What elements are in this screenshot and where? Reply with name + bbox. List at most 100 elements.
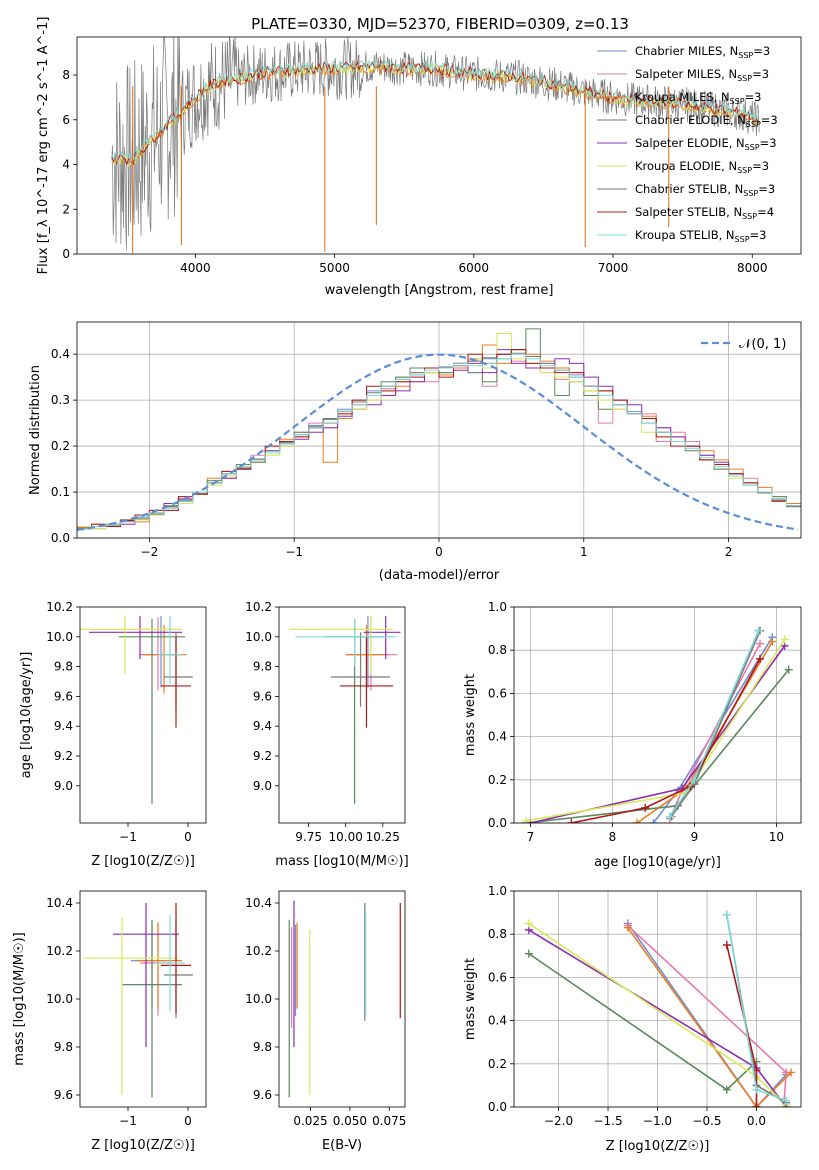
y-tick-label: 1.0	[488, 600, 507, 614]
y-tick-label: 9.0	[253, 779, 272, 793]
legend-entry: Salpeter STELIB, NSSP=4	[635, 205, 774, 221]
y-tick-label: 9.6	[54, 689, 73, 703]
y-tick-label: 10.4	[46, 896, 73, 910]
legend-entry: Chabrier ELODIE, NSSP=3	[635, 113, 778, 129]
y-tick-label: 0.1	[51, 485, 70, 499]
massweight-vs-age-panel: 7 8 9 10 0.0 0.2 0.4 0.6 0.8 1.0	[488, 600, 802, 844]
x-tick-label: 7000	[598, 261, 629, 275]
y-tick-label: 10.0	[245, 630, 272, 644]
y-tick-label: 10.2	[46, 600, 73, 614]
y-tick-label: 0.8	[488, 643, 507, 657]
y-tick-label: 10.0	[245, 992, 272, 1006]
spectrum-plot-area	[111, 37, 760, 253]
axes-frame	[513, 890, 802, 1108]
age-vs-mass-xlabel: mass [log10(M/M☉)]	[275, 854, 408, 869]
x-tick-label: 0.025	[293, 1114, 327, 1128]
legend-entry: Salpeter MILES, NSSP=3	[635, 67, 769, 83]
axes-frame	[76, 321, 802, 539]
y-tick-label: 10.2	[245, 600, 272, 614]
age-vs-Z-ylabel: age [log10(age/yr)]	[19, 652, 34, 779]
residuals-ylabel: Normed distribution	[28, 365, 43, 495]
y-tick-label: 0.6	[488, 686, 507, 700]
axes-frame	[76, 36, 802, 255]
normal-curve	[77, 353, 799, 531]
y-tick-label: 2	[62, 202, 70, 216]
y-tick-label: 8	[62, 68, 70, 82]
y-tick-label: 0.2	[488, 1057, 507, 1071]
mass-weight-marker	[524, 949, 533, 958]
mass-weight-marker	[754, 626, 763, 635]
x-tick-label: 8000	[737, 261, 768, 275]
mass-vs-Z-panel: −1 0 9.6 9.8 10.0 10.2 10.4	[46, 890, 207, 1128]
y-tick-label: 0	[62, 247, 70, 261]
y-tick-label: 10.2	[46, 944, 73, 958]
figure-title: PLATE=0330, MJD=52370, FIBERID=0309, z=0…	[251, 15, 629, 33]
x-tick-label: 10	[769, 830, 784, 844]
y-tick-label: 9.4	[54, 719, 73, 733]
axes-frame	[513, 606, 802, 824]
legend-entry: 𝒩(0, 1)	[739, 337, 786, 352]
mass-weight-marker	[641, 803, 650, 812]
x-tick-label: −1.0	[643, 1114, 672, 1128]
y-tick-label: 9.6	[253, 1088, 272, 1102]
mass-weight-marker	[756, 654, 764, 663]
y-tick-label: 1.0	[488, 884, 507, 898]
x-tick-label: 10.25	[366, 830, 400, 844]
y-tick-label: 0.0	[51, 531, 70, 545]
x-tick-label: −2	[141, 545, 159, 559]
residuals-plot-area	[77, 328, 801, 531]
mass-vs-ebv-plot-area	[288, 900, 401, 1098]
age-vs-Z-plot-area	[80, 615, 193, 804]
y-tick-label: 10.0	[46, 992, 73, 1006]
y-tick-label: 0.2	[488, 773, 507, 787]
mass-weight-marker	[722, 910, 731, 919]
y-tick-label: 0.4	[488, 730, 507, 744]
x-tick-label: 8	[609, 830, 617, 844]
legend-entry: Kroupa MILES, NSSP=3	[635, 90, 761, 106]
mass-weight-marker	[752, 1103, 761, 1107]
x-tick-label: −1	[119, 830, 137, 844]
y-tick-label: 6	[62, 113, 70, 127]
massweight-vs-age-ylabel: mass weight	[463, 674, 478, 756]
x-tick-label: 0.050	[333, 1114, 367, 1128]
mass-weight-marker	[756, 639, 764, 648]
y-tick-label: 9.8	[54, 1040, 73, 1054]
mass-weight-line	[526, 638, 786, 822]
y-tick-label: 10.2	[245, 944, 272, 958]
axes-frame	[278, 606, 406, 824]
mass-vs-Z-ylabel: mass [log10(M/M☉)]	[12, 932, 27, 1065]
y-tick-label: 9.0	[54, 779, 73, 793]
y-tick-label: 0.8	[488, 927, 507, 941]
legend-entry: Chabrier STELIB, NSSP=3	[635, 182, 775, 198]
y-tick-label: 0.4	[488, 1014, 507, 1028]
mass-weight-line	[528, 952, 758, 1091]
y-tick-label: 9.4	[253, 719, 272, 733]
y-tick-label: 0.6	[488, 970, 507, 984]
massweight-vs-Z-plot-area	[524, 910, 796, 1107]
mass-weight-marker	[780, 635, 789, 644]
y-tick-label: 0.4	[51, 347, 70, 361]
y-tick-label: 10.0	[46, 630, 73, 644]
x-tick-label: 0.0	[747, 1114, 766, 1128]
x-tick-label: −1	[119, 1114, 137, 1128]
mass-weight-marker	[524, 919, 533, 928]
mass-weight-marker	[722, 1085, 731, 1094]
mass-weight-marker	[722, 941, 731, 949]
mass-weight-marker	[690, 775, 699, 784]
mass-weight-marker	[752, 1085, 761, 1094]
spectrum-model-line	[111, 58, 759, 163]
spectrum-panel: 4000 5000 6000 7000 8000 0 2 4 6 8	[62, 36, 802, 275]
mass-weight-marker	[782, 1096, 791, 1105]
mass-weight-line	[627, 922, 787, 1107]
mass-weight-line	[571, 658, 761, 823]
x-tick-label: 2	[725, 545, 733, 559]
mass-vs-Z-plot-area	[83, 903, 193, 1098]
massweight-vs-Z-xlabel: Z [log10(Z/Z☉)]	[606, 1139, 710, 1154]
spectrum-data-line	[111, 37, 760, 251]
legend-entry: Chabrier MILES, NSSP=3	[635, 44, 770, 60]
y-tick-label: 9.6	[253, 689, 272, 703]
mass-weight-marker	[784, 665, 793, 674]
x-tick-label: 9.75	[295, 830, 322, 844]
x-tick-label: 0	[435, 545, 443, 559]
x-tick-label: 4000	[180, 261, 211, 275]
